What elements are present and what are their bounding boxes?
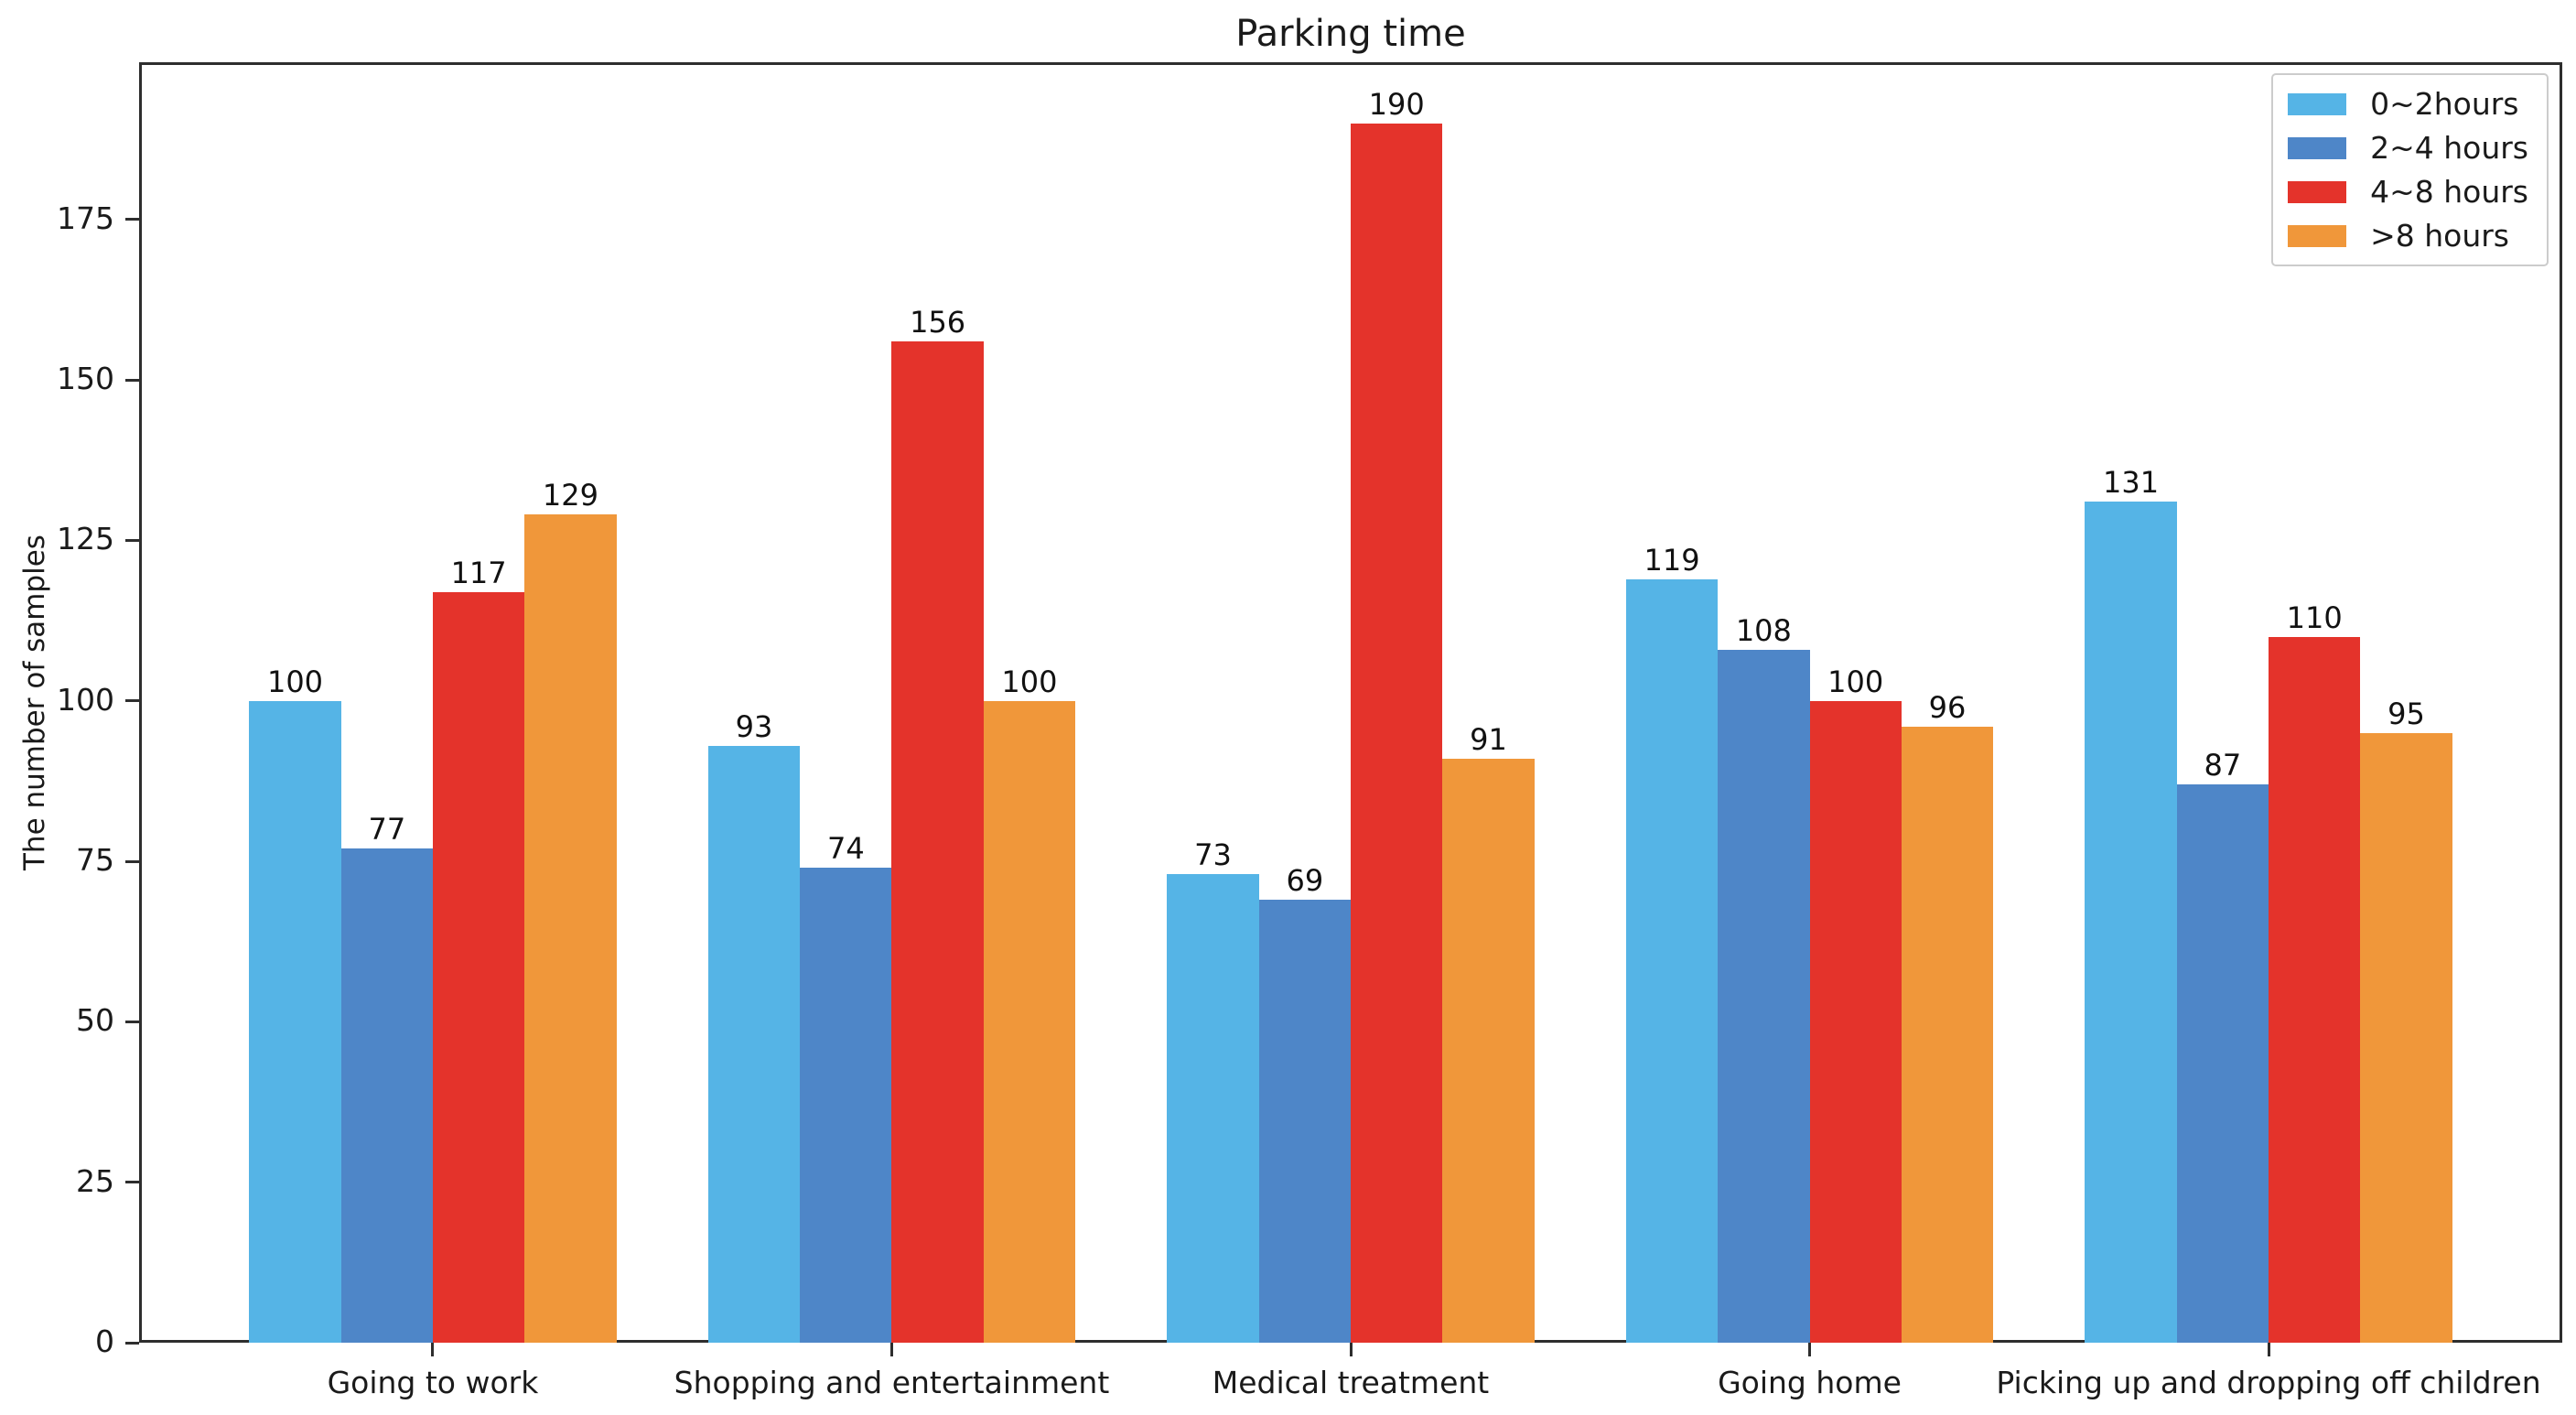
bar-48hours-5 <box>2269 636 2361 1343</box>
bar-48hours-2 <box>891 341 984 1343</box>
y-tick-mark <box>125 699 139 703</box>
x-tick-label: Shopping and entertainment <box>674 1365 1110 1400</box>
y-tick-label: 150 <box>57 361 114 397</box>
bar-value-label: 131 <box>2103 465 2160 501</box>
bar-value-label: 156 <box>910 305 966 340</box>
chart-title: Parking time <box>1235 13 1466 55</box>
bar-24hours-2 <box>800 868 892 1343</box>
bar-48hours-1 <box>432 591 525 1343</box>
legend-label: >8 hours <box>2370 218 2509 254</box>
legend-item: 2~4 hours <box>2288 130 2528 166</box>
y-tick-mark <box>125 1181 139 1184</box>
bar-02hours-3 <box>1167 874 1259 1343</box>
legend-label: 2~4 hours <box>2370 130 2528 166</box>
bar-02hours-4 <box>1625 578 1719 1343</box>
x-tick-mark <box>2267 1343 2270 1356</box>
legend-swatch-icon <box>2288 136 2347 159</box>
x-tick-label: Picking up and dropping off children <box>1996 1365 2541 1400</box>
bar-value-label: 190 <box>1368 86 1425 122</box>
x-tick-mark <box>1349 1343 1353 1356</box>
y-tick-label: 50 <box>76 1002 114 1039</box>
x-tick-label: Going home <box>1718 1365 1902 1400</box>
bar-8hours-5 <box>2360 732 2452 1343</box>
legend: 0~2hours 2~4 hours 4~8 hours >8 hours <box>2271 73 2549 266</box>
bar-value-label: 77 <box>368 812 406 848</box>
bar-8hours-3 <box>1442 758 1535 1343</box>
y-tick-mark <box>125 859 139 863</box>
y-tick-label: 100 <box>57 681 114 718</box>
legend-label: 4~8 hours <box>2370 174 2528 210</box>
legend-swatch-icon <box>2288 92 2347 115</box>
bar-24hours-4 <box>1718 649 1810 1343</box>
bar-02hours-1 <box>249 700 341 1343</box>
y-tick-mark <box>125 538 139 542</box>
y-tick-label: 125 <box>57 521 114 557</box>
legend-swatch-icon <box>2288 224 2347 247</box>
bar-48hours-3 <box>1351 123 1443 1343</box>
y-tick-mark <box>125 1020 139 1023</box>
bar-value-label: 117 <box>450 555 507 590</box>
bar-value-label: 95 <box>2387 696 2425 731</box>
legend-item: 4~8 hours <box>2288 174 2528 210</box>
y-tick-label: 75 <box>76 842 114 879</box>
x-tick-mark <box>889 1343 893 1356</box>
bar-48hours-4 <box>1809 700 1902 1343</box>
x-tick-label: Medical treatment <box>1212 1365 1490 1400</box>
bar-value-label: 87 <box>2204 747 2242 783</box>
legend-label: 0~2hours <box>2370 86 2519 122</box>
bar-8hours-1 <box>524 514 617 1343</box>
bar-value-label: 100 <box>1827 664 1884 699</box>
x-tick-label: Going to work <box>327 1365 539 1400</box>
bar-24hours-5 <box>2176 783 2269 1343</box>
bar-value-label: 129 <box>542 478 598 513</box>
bar-value-label: 91 <box>1470 721 1507 757</box>
bar-value-label: 96 <box>1928 689 1967 725</box>
x-tick-mark <box>431 1343 435 1356</box>
y-tick-label: 175 <box>57 200 114 236</box>
bar-8hours-2 <box>983 700 1076 1343</box>
bar-24hours-1 <box>340 848 433 1343</box>
bar-24hours-3 <box>1258 900 1351 1343</box>
legend-item: 0~2hours <box>2288 86 2528 122</box>
legend-item: >8 hours <box>2288 218 2528 254</box>
bar-value-label: 69 <box>1286 863 1324 899</box>
bar-02hours-2 <box>707 745 801 1343</box>
y-tick-label: 0 <box>95 1323 114 1359</box>
bar-value-label: 100 <box>266 664 324 699</box>
x-tick-mark <box>1808 1343 1811 1356</box>
bar-value-label: 93 <box>735 708 773 744</box>
legend-swatch-icon <box>2288 180 2347 203</box>
y-tick-mark <box>125 218 139 221</box>
bar-value-label: 108 <box>1735 612 1792 648</box>
y-tick-label: 25 <box>76 1162 114 1199</box>
bar-02hours-5 <box>2085 502 2177 1343</box>
bar-value-label: 119 <box>1644 542 1700 578</box>
y-tick-mark <box>125 378 139 382</box>
y-tick-mark <box>125 1341 139 1345</box>
bar-value-label: 74 <box>826 831 865 867</box>
bar-value-label: 110 <box>2286 599 2343 635</box>
bar-8hours-4 <box>1901 726 1994 1343</box>
bar-value-label: 73 <box>1194 837 1232 873</box>
bar-value-label: 100 <box>1001 664 1058 699</box>
